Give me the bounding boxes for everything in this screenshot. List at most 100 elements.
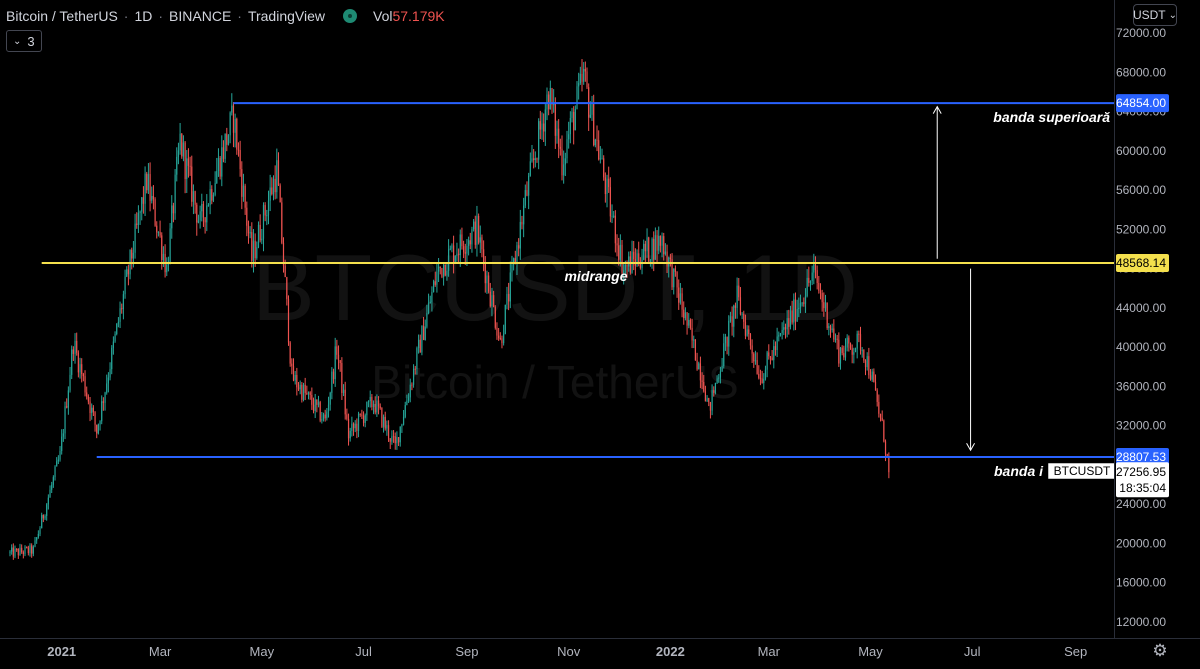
candle-body [763, 378, 765, 384]
candle-body [824, 302, 827, 309]
candle-body [417, 339, 420, 349]
candle-body [106, 383, 108, 393]
candle-body [66, 406, 68, 408]
candle-body [754, 360, 757, 362]
candle-body [514, 258, 516, 264]
candle-body [282, 242, 285, 266]
gear-icon[interactable]: ⚙ [1152, 641, 1168, 660]
candle-body [521, 221, 523, 225]
candle-body [773, 346, 775, 361]
candle-body [152, 195, 155, 200]
visibility-eye-icon[interactable] [343, 9, 357, 23]
candle-body [299, 384, 301, 390]
candle-body [317, 402, 320, 405]
candle-body [601, 158, 603, 160]
candle-body [91, 407, 93, 413]
candle-body [844, 347, 847, 358]
candle-body [498, 335, 500, 339]
candle-body [367, 401, 370, 403]
candle-body [833, 328, 835, 340]
candle-body [197, 220, 200, 223]
candle-body [229, 112, 231, 136]
candle-body [636, 253, 638, 266]
candle-body [414, 368, 416, 370]
candle-body [524, 190, 526, 206]
candle-body [703, 382, 705, 392]
candle-body [199, 211, 201, 221]
candle-body [97, 424, 99, 434]
candle-body [674, 268, 676, 272]
candle-body [181, 133, 183, 157]
candle-body [469, 240, 471, 245]
candle-body [799, 303, 802, 308]
currency-selector[interactable]: USDT ⌄ [1133, 4, 1177, 26]
candle-body [434, 281, 436, 285]
exchange-label: BINANCE [169, 8, 232, 24]
candle-body [251, 232, 253, 261]
candle-body [843, 353, 845, 358]
candle-body [874, 382, 877, 391]
candle-body [779, 333, 782, 336]
time-axis[interactable]: 2021 Mar May Jul Sep Nov 2022 Mar May Jul Sep [0, 638, 1200, 664]
candle-body [327, 404, 330, 412]
candle-body [52, 477, 54, 485]
candle-body [214, 183, 216, 195]
time-tick-label: Sep [455, 644, 478, 659]
candle-body [788, 318, 790, 327]
candle-body [112, 341, 114, 348]
indicators-toggle-button[interactable]: ⌄ 3 [6, 30, 42, 52]
candle-body [594, 139, 596, 146]
candle-body [322, 414, 325, 420]
interval-label[interactable]: 1D [134, 8, 153, 24]
arrow-head [932, 105, 942, 114]
candle-body [276, 160, 278, 193]
candle-body [27, 547, 29, 554]
price-tick-label: 16000.00 [1116, 576, 1166, 590]
candle-body [854, 348, 857, 353]
candle-body [508, 293, 510, 302]
candle-body [789, 310, 792, 327]
candle-body [411, 384, 413, 386]
candle-body [723, 343, 725, 367]
candle-body [184, 142, 186, 180]
price-tick-label: 68000.00 [1116, 65, 1166, 79]
chevron-down-icon: ⌄ [1168, 9, 1178, 21]
ticker-label: BTCUSDT [1054, 464, 1111, 478]
candle-body [778, 335, 780, 337]
candle-body [236, 119, 238, 150]
candle-body [412, 368, 415, 385]
candle-body [564, 158, 566, 165]
candle-body [104, 392, 106, 403]
candle-body [756, 360, 758, 374]
candle-body [561, 148, 563, 176]
candle-body [257, 224, 260, 248]
candle-body [402, 416, 405, 425]
candle-body [681, 293, 683, 310]
candle-body [644, 243, 646, 252]
candle-body [126, 269, 128, 277]
price-tick-label: 72000.00 [1116, 26, 1166, 40]
annotation-mid: midrange [564, 268, 627, 284]
candle-body [422, 325, 425, 340]
candle-body [191, 166, 193, 202]
candle-body [71, 349, 73, 375]
candle-body [332, 371, 335, 380]
candle-body [47, 497, 49, 505]
candle-body [499, 338, 501, 340]
candle-body [36, 537, 38, 541]
candle-body [584, 68, 586, 72]
candle-body [82, 374, 84, 377]
symbol-title[interactable]: Bitcoin / TetherUS [6, 8, 118, 24]
candle-body [578, 83, 580, 87]
candle-body [774, 346, 777, 351]
candle-body [769, 356, 772, 358]
candle-body [179, 133, 181, 151]
candle-body [182, 142, 185, 157]
candle-body [871, 371, 873, 380]
candle-body [834, 338, 837, 340]
candle-body [649, 260, 651, 262]
candle-body [329, 392, 331, 405]
candle-body [549, 88, 551, 110]
